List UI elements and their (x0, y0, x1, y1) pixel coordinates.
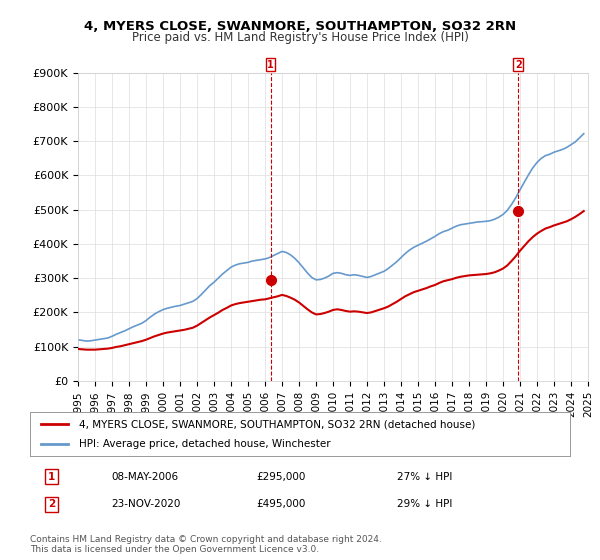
Text: 2: 2 (515, 60, 521, 70)
Text: £495,000: £495,000 (257, 500, 306, 510)
Text: 1: 1 (48, 472, 55, 482)
Text: 2: 2 (48, 500, 55, 510)
Text: 08-MAY-2006: 08-MAY-2006 (111, 472, 178, 482)
Text: Contains HM Land Registry data © Crown copyright and database right 2024.
This d: Contains HM Land Registry data © Crown c… (30, 535, 382, 554)
Text: 29% ↓ HPI: 29% ↓ HPI (397, 500, 452, 510)
Text: 1: 1 (267, 60, 274, 70)
Text: HPI: Average price, detached house, Winchester: HPI: Average price, detached house, Winc… (79, 439, 330, 449)
Text: Price paid vs. HM Land Registry's House Price Index (HPI): Price paid vs. HM Land Registry's House … (131, 31, 469, 44)
Text: 4, MYERS CLOSE, SWANMORE, SOUTHAMPTON, SO32 2RN: 4, MYERS CLOSE, SWANMORE, SOUTHAMPTON, S… (84, 20, 516, 32)
Text: £295,000: £295,000 (257, 472, 306, 482)
Text: 27% ↓ HPI: 27% ↓ HPI (397, 472, 452, 482)
Text: 23-NOV-2020: 23-NOV-2020 (111, 500, 181, 510)
Text: 4, MYERS CLOSE, SWANMORE, SOUTHAMPTON, SO32 2RN (detached house): 4, MYERS CLOSE, SWANMORE, SOUTHAMPTON, S… (79, 419, 475, 429)
